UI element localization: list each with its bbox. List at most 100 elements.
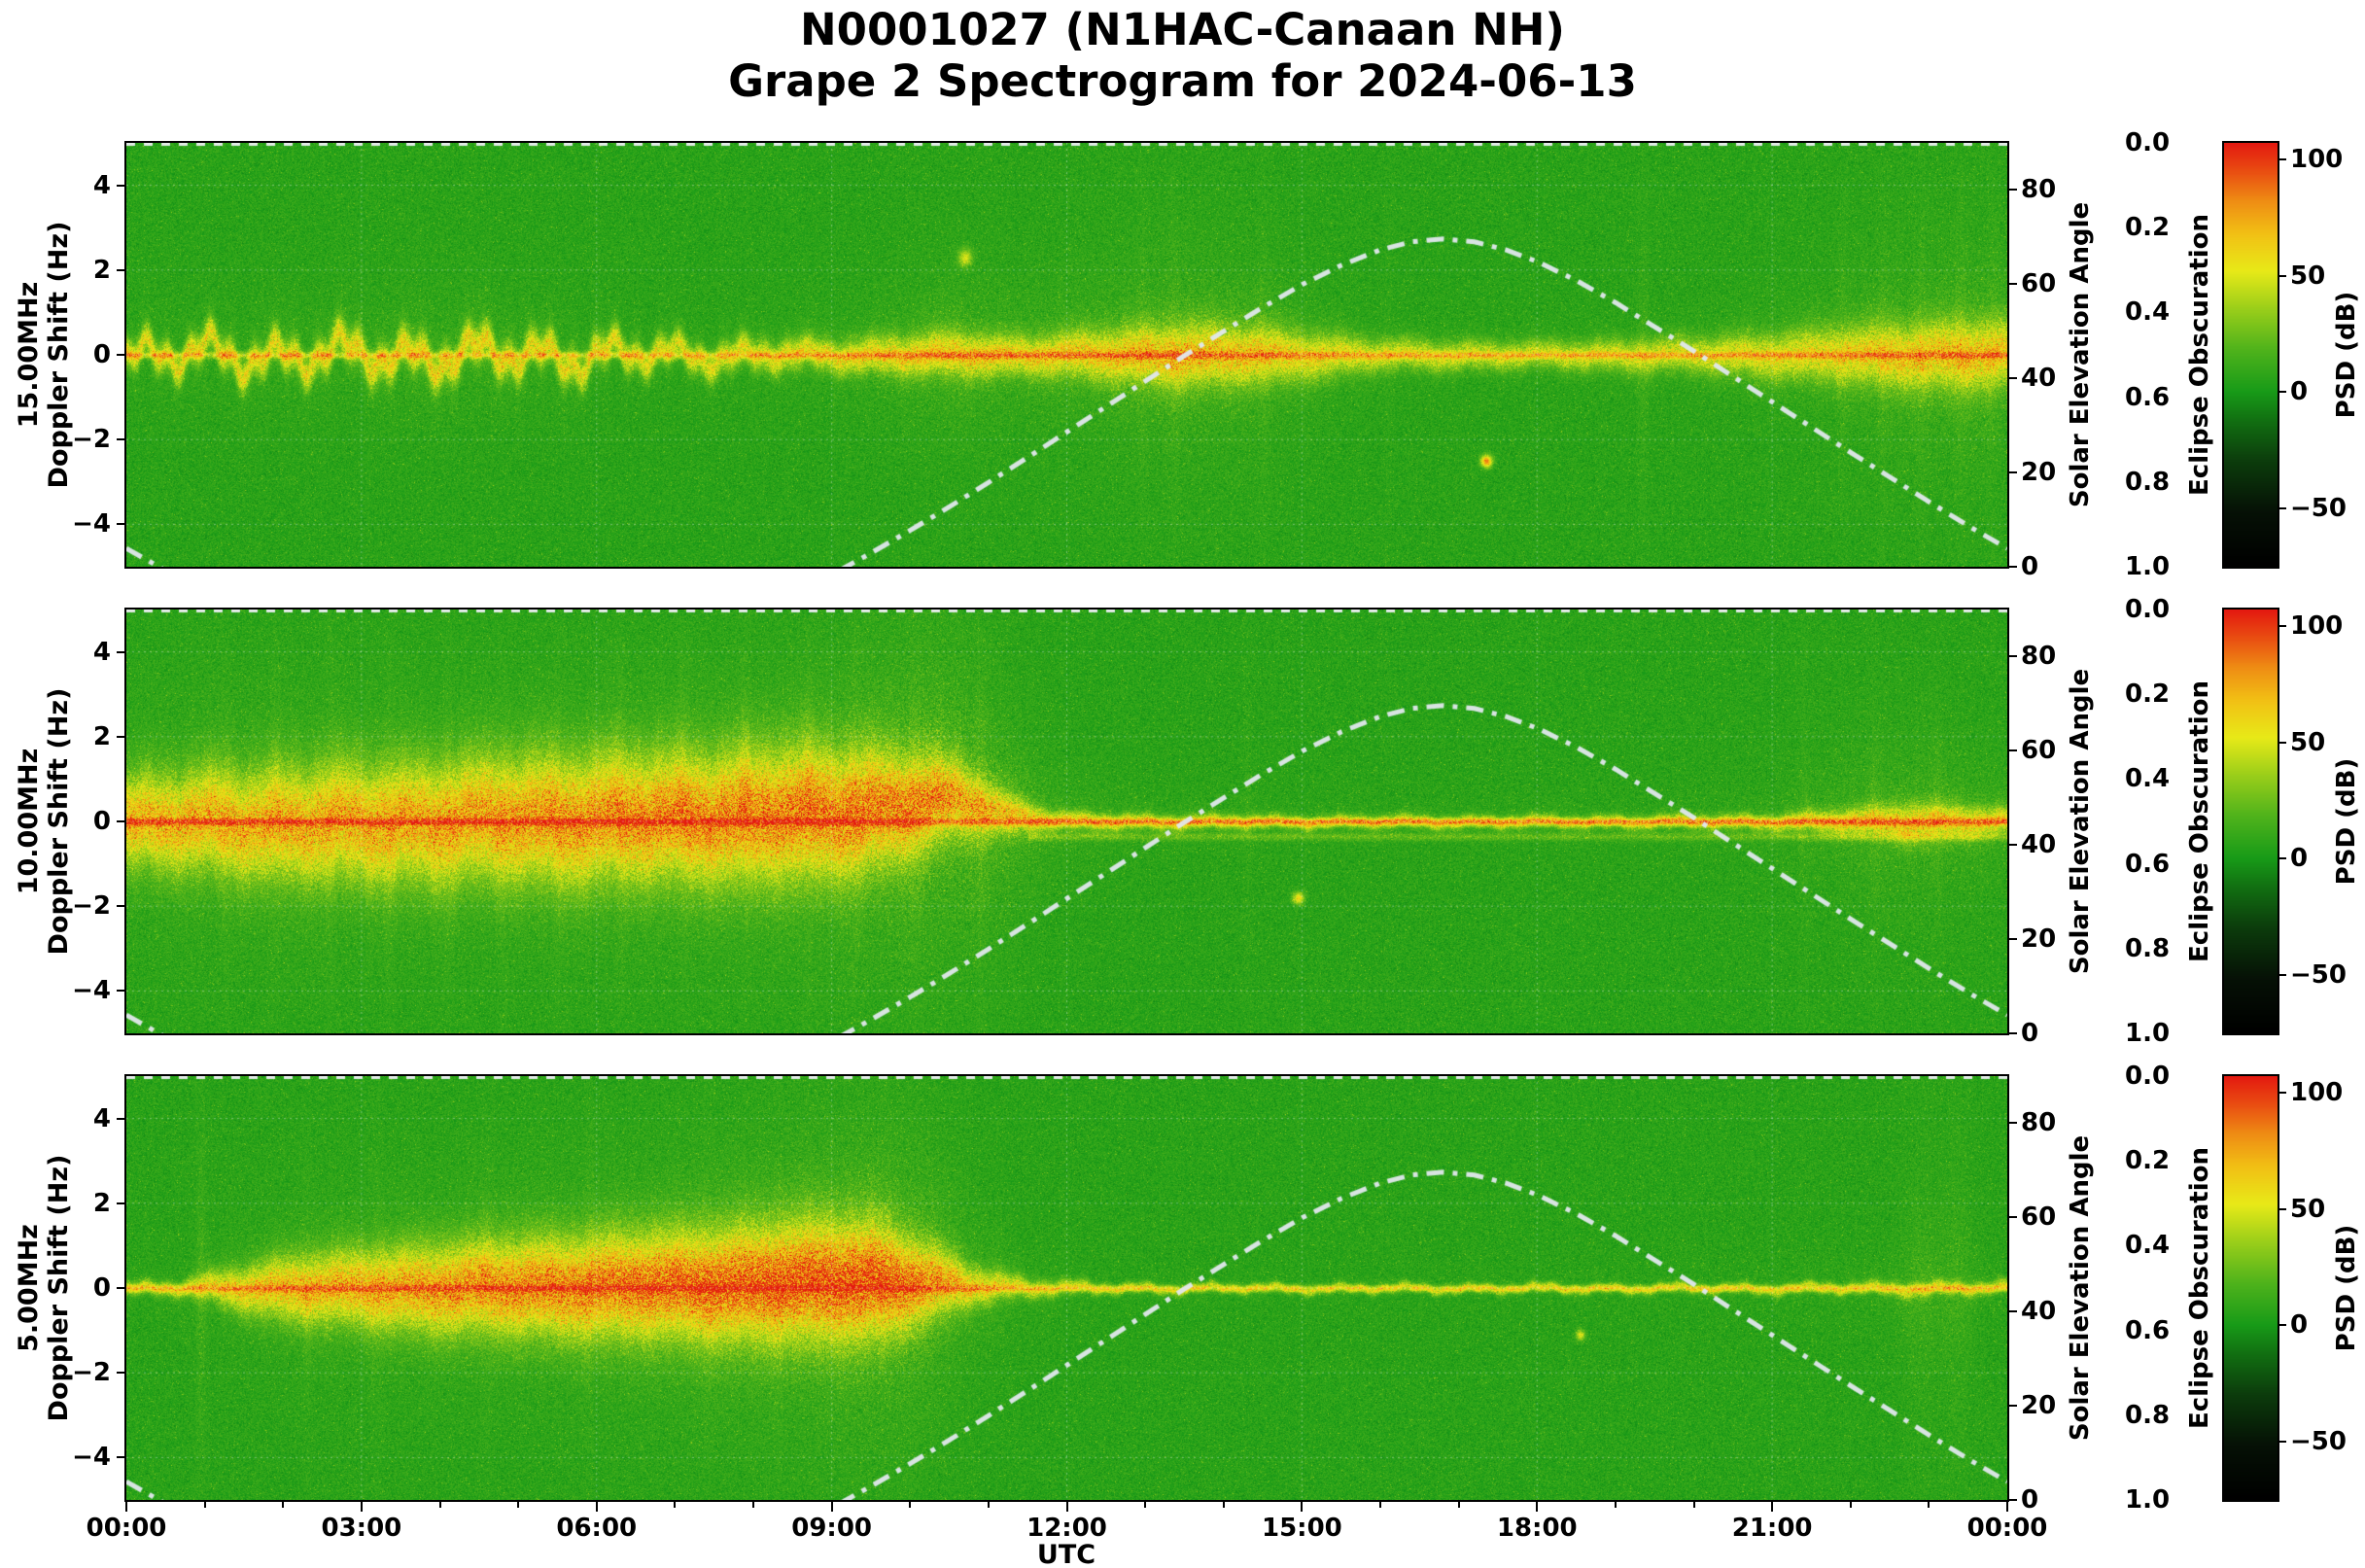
x-tick-mark — [125, 1502, 127, 1512]
doppler-tick-label: 0 — [92, 807, 111, 836]
title-line-2: Grape 2 Spectrogram for 2024-06-13 — [728, 55, 1637, 107]
doppler-tick-mark — [117, 1202, 124, 1204]
eclipse-tick-label: 0.6 — [2125, 382, 2171, 412]
doppler-tick-mark — [117, 1372, 124, 1375]
x-tick-label: 09:00 — [791, 1514, 872, 1543]
eclipse-tick-label: 0.4 — [2125, 1231, 2171, 1261]
doppler-tick-label: −4 — [72, 509, 111, 540]
colorbar-frame — [2222, 1074, 2279, 1502]
x-tick-label: 00:00 — [86, 1514, 167, 1543]
solar-tick-label: 20 — [2021, 1391, 2057, 1421]
solar-tick-label: 60 — [2021, 736, 2057, 766]
x-tick-label: 21:00 — [1731, 1514, 1813, 1543]
solar-tick-label: 80 — [2021, 1108, 2057, 1138]
solar-tick-mark — [2009, 377, 2017, 380]
colorbar-tick-mark — [2279, 974, 2286, 977]
x-minor-tick-mark — [203, 1502, 206, 1508]
colorbar-tick-mark — [2279, 624, 2286, 627]
x-tick-mark — [1065, 1502, 1068, 1512]
doppler-tick-mark — [117, 1287, 124, 1289]
x-minor-tick-mark — [1928, 1502, 1930, 1508]
x-minor-tick-mark — [752, 1502, 754, 1508]
solar-tick-label: 40 — [2021, 830, 2057, 860]
eclipse-tick-label: 0.0 — [2125, 595, 2171, 624]
x-tick-mark — [2006, 1502, 2008, 1512]
doppler-tick-mark — [117, 354, 124, 356]
x-minor-tick-mark — [438, 1502, 441, 1508]
colorbar-canvas — [2224, 610, 2278, 1033]
solar-tick-label: 40 — [2021, 1297, 2057, 1327]
eclipse-tick-label: 0.6 — [2125, 1315, 2171, 1345]
doppler-tick-label: −2 — [72, 425, 111, 455]
doppler-tick-label: 4 — [92, 637, 111, 667]
x-tick-mark — [830, 1502, 833, 1512]
doppler-tick-label: −2 — [72, 891, 111, 922]
eclipse-tick-label: 0.4 — [2125, 297, 2171, 328]
x-tick-mark — [595, 1502, 598, 1512]
x-minor-tick-mark — [1692, 1502, 1695, 1508]
eclipse-tick-label: 0.2 — [2125, 213, 2171, 243]
doppler-tick-mark — [117, 735, 124, 738]
y-axis-label-frequency: 5.00MHz — [14, 1224, 44, 1352]
doppler-tick-label: 2 — [92, 1188, 111, 1218]
solar-tick-mark — [2009, 655, 2017, 658]
eclipse-obscuration-axis-label: Eclipse Obscuration — [2185, 680, 2214, 962]
solar-tick-mark — [2009, 471, 2017, 474]
spectrogram-canvas-10mhz — [126, 610, 2007, 1033]
doppler-tick-mark — [117, 820, 124, 822]
solar-elevation-axis-label: Solar Elevation Angle — [2066, 668, 2095, 975]
x-minor-tick-mark — [987, 1502, 990, 1508]
eclipse-tick-label: 0.0 — [2125, 1062, 2171, 1091]
x-minor-tick-mark — [1457, 1502, 1460, 1508]
eclipse-tick-label: 0.6 — [2125, 849, 2171, 879]
doppler-tick-label: 2 — [92, 255, 111, 285]
colorbar-tick-mark — [2279, 1091, 2286, 1094]
solar-tick-label: 60 — [2021, 1202, 2057, 1233]
eclipse-tick-label: 0.0 — [2125, 128, 2171, 157]
colorbar-tick-mark — [2279, 1207, 2286, 1210]
solar-tick-label: 0 — [2021, 1019, 2039, 1048]
eclipse-tick-label: 0.2 — [2125, 679, 2171, 710]
x-tick-mark — [1771, 1502, 1774, 1512]
colorbar-canvas — [2224, 1076, 2278, 1500]
plot-frame-5mhz — [124, 1074, 2009, 1502]
colorbar-frame — [2222, 141, 2279, 569]
eclipse-obscuration-axis-label: Eclipse Obscuration — [2185, 1147, 2214, 1429]
figure-title: N0001027 (N1HAC-Canaan NH) Grape 2 Spect… — [0, 4, 2365, 107]
colorbar-tick-label: 50 — [2290, 1194, 2326, 1224]
colorbar-tick-label: 100 — [2290, 144, 2344, 174]
x-axis-label: UTC — [1036, 1540, 1096, 1568]
colorbar-tick-mark — [2279, 157, 2286, 160]
doppler-tick-label: 4 — [92, 1103, 111, 1133]
solar-tick-label: 20 — [2021, 458, 2057, 488]
eclipse-tick-label: 1.0 — [2125, 1485, 2171, 1515]
solar-tick-label: 60 — [2021, 269, 2057, 299]
x-minor-tick-mark — [1614, 1502, 1617, 1508]
solar-elevation-axis-label: Solar Elevation Angle — [2066, 201, 2095, 508]
colorbar-tick-mark — [2279, 1441, 2286, 1444]
colorbar-tick-label: −50 — [2290, 494, 2347, 524]
colorbar-tick-mark — [2279, 507, 2286, 510]
doppler-tick-label: 4 — [92, 170, 111, 200]
plot-frame-15mhz — [124, 141, 2009, 569]
doppler-tick-mark — [117, 523, 124, 526]
colorbar-canvas — [2224, 143, 2278, 567]
eclipse-tick-label: 1.0 — [2125, 1019, 2171, 1048]
doppler-tick-label: 0 — [92, 340, 111, 369]
doppler-tick-label: −4 — [72, 1443, 111, 1473]
plot-frame-10mhz — [124, 608, 2009, 1035]
x-minor-tick-mark — [1144, 1502, 1147, 1508]
solar-tick-label: 20 — [2021, 924, 2057, 955]
x-tick-label: 15:00 — [1261, 1514, 1342, 1543]
spectrogram-canvas-15mhz — [126, 143, 2007, 567]
solar-tick-mark — [2009, 283, 2017, 286]
solar-tick-mark — [2009, 1216, 2017, 1219]
x-minor-tick-mark — [674, 1502, 677, 1508]
x-tick-mark — [1301, 1502, 1304, 1512]
title-line-1: N0001027 (N1HAC-Canaan NH) — [799, 4, 1566, 55]
x-minor-tick-mark — [1222, 1502, 1225, 1508]
colorbar-tick-mark — [2279, 391, 2286, 394]
x-tick-label: 18:00 — [1496, 1514, 1578, 1543]
colorbar-tick-label: 0 — [2290, 1310, 2309, 1341]
